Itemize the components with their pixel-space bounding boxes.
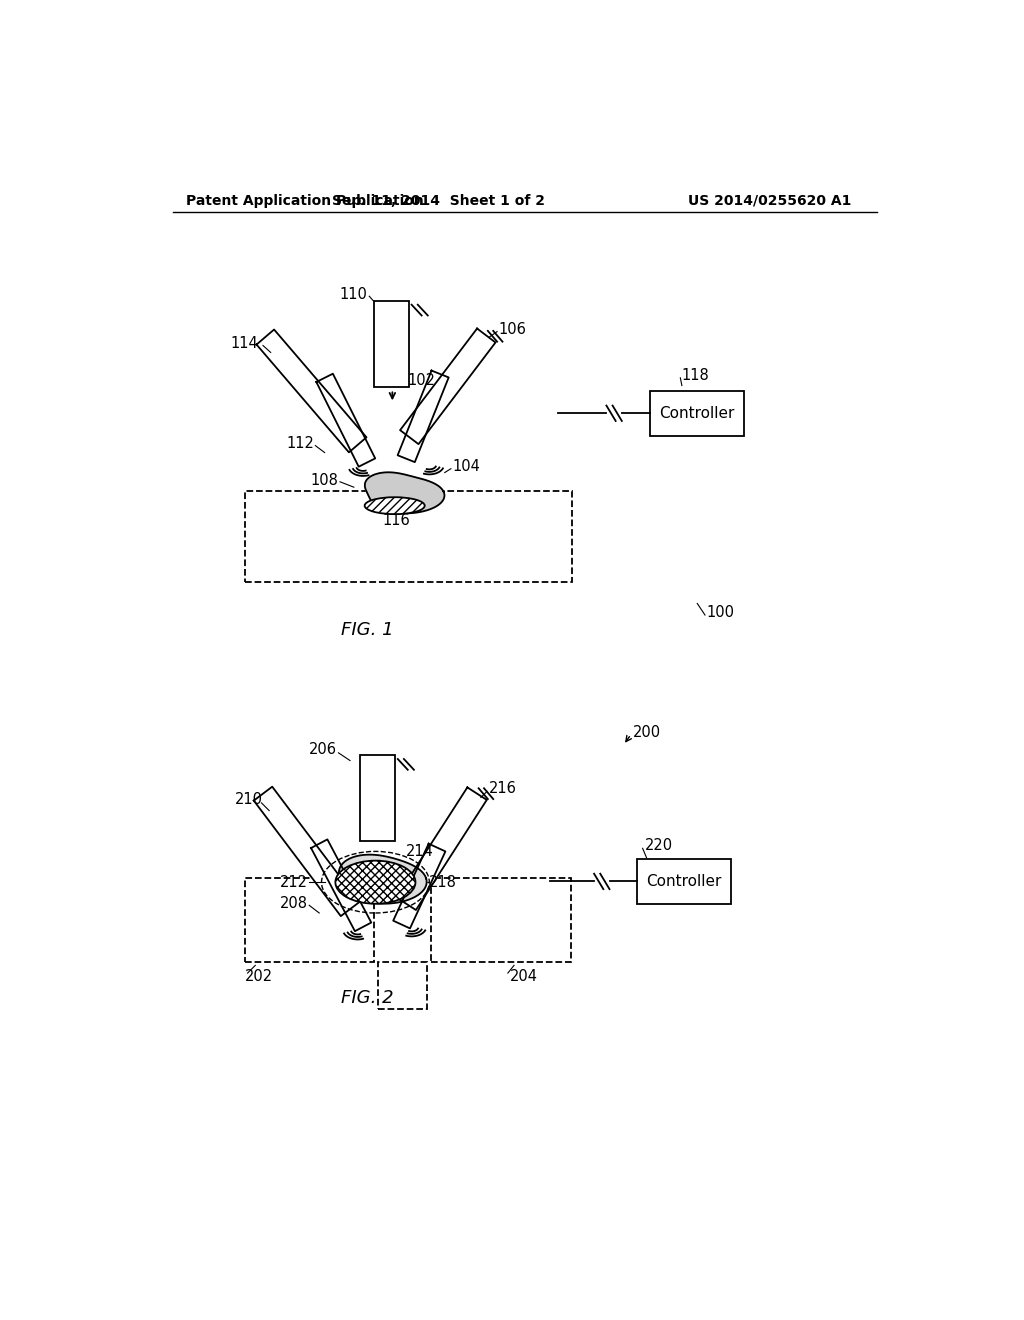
Polygon shape bbox=[257, 330, 367, 453]
Polygon shape bbox=[393, 843, 445, 928]
Text: 100: 100 bbox=[707, 605, 734, 620]
Polygon shape bbox=[396, 788, 486, 909]
Polygon shape bbox=[397, 371, 449, 462]
Text: Controller: Controller bbox=[646, 874, 722, 888]
Polygon shape bbox=[400, 329, 496, 444]
Ellipse shape bbox=[336, 861, 416, 904]
Text: Sep. 11, 2014  Sheet 1 of 2: Sep. 11, 2014 Sheet 1 of 2 bbox=[332, 194, 545, 207]
Text: 200: 200 bbox=[633, 725, 660, 739]
Text: 204: 204 bbox=[509, 969, 538, 983]
Polygon shape bbox=[339, 854, 427, 904]
Text: 216: 216 bbox=[488, 780, 516, 796]
Text: 110: 110 bbox=[340, 288, 368, 302]
Bar bbox=[650, 391, 744, 436]
Text: 104: 104 bbox=[453, 459, 480, 474]
Text: 220: 220 bbox=[645, 838, 673, 853]
Bar bbox=[245, 491, 571, 582]
Bar bbox=[378, 961, 427, 1010]
Text: Patent Application Publication: Patent Application Publication bbox=[186, 194, 424, 207]
Text: US 2014/0255620 A1: US 2014/0255620 A1 bbox=[688, 194, 851, 207]
Bar bbox=[374, 301, 410, 387]
Text: 214: 214 bbox=[407, 843, 434, 859]
Polygon shape bbox=[311, 840, 372, 931]
Text: 102: 102 bbox=[408, 372, 436, 388]
Text: 106: 106 bbox=[499, 322, 526, 337]
Text: 212: 212 bbox=[280, 875, 307, 890]
Text: 208: 208 bbox=[280, 896, 307, 911]
Bar bbox=[637, 859, 731, 904]
Text: 218: 218 bbox=[429, 875, 457, 890]
Text: 202: 202 bbox=[245, 969, 272, 983]
Polygon shape bbox=[254, 787, 359, 916]
Text: 112: 112 bbox=[286, 436, 313, 451]
Bar bbox=[360, 755, 395, 841]
Polygon shape bbox=[365, 473, 444, 513]
Bar bbox=[431, 878, 571, 961]
Text: 210: 210 bbox=[234, 792, 262, 808]
Text: 114: 114 bbox=[230, 335, 258, 351]
Text: 118: 118 bbox=[682, 368, 710, 383]
Text: FIG. 2: FIG. 2 bbox=[341, 989, 394, 1007]
Text: 108: 108 bbox=[310, 473, 339, 488]
Text: 116: 116 bbox=[382, 512, 410, 528]
Bar bbox=[245, 878, 374, 961]
Text: FIG. 1: FIG. 1 bbox=[341, 620, 394, 639]
Text: Controller: Controller bbox=[659, 405, 735, 421]
Polygon shape bbox=[316, 374, 375, 467]
Text: 206: 206 bbox=[309, 742, 337, 758]
Ellipse shape bbox=[365, 498, 425, 515]
